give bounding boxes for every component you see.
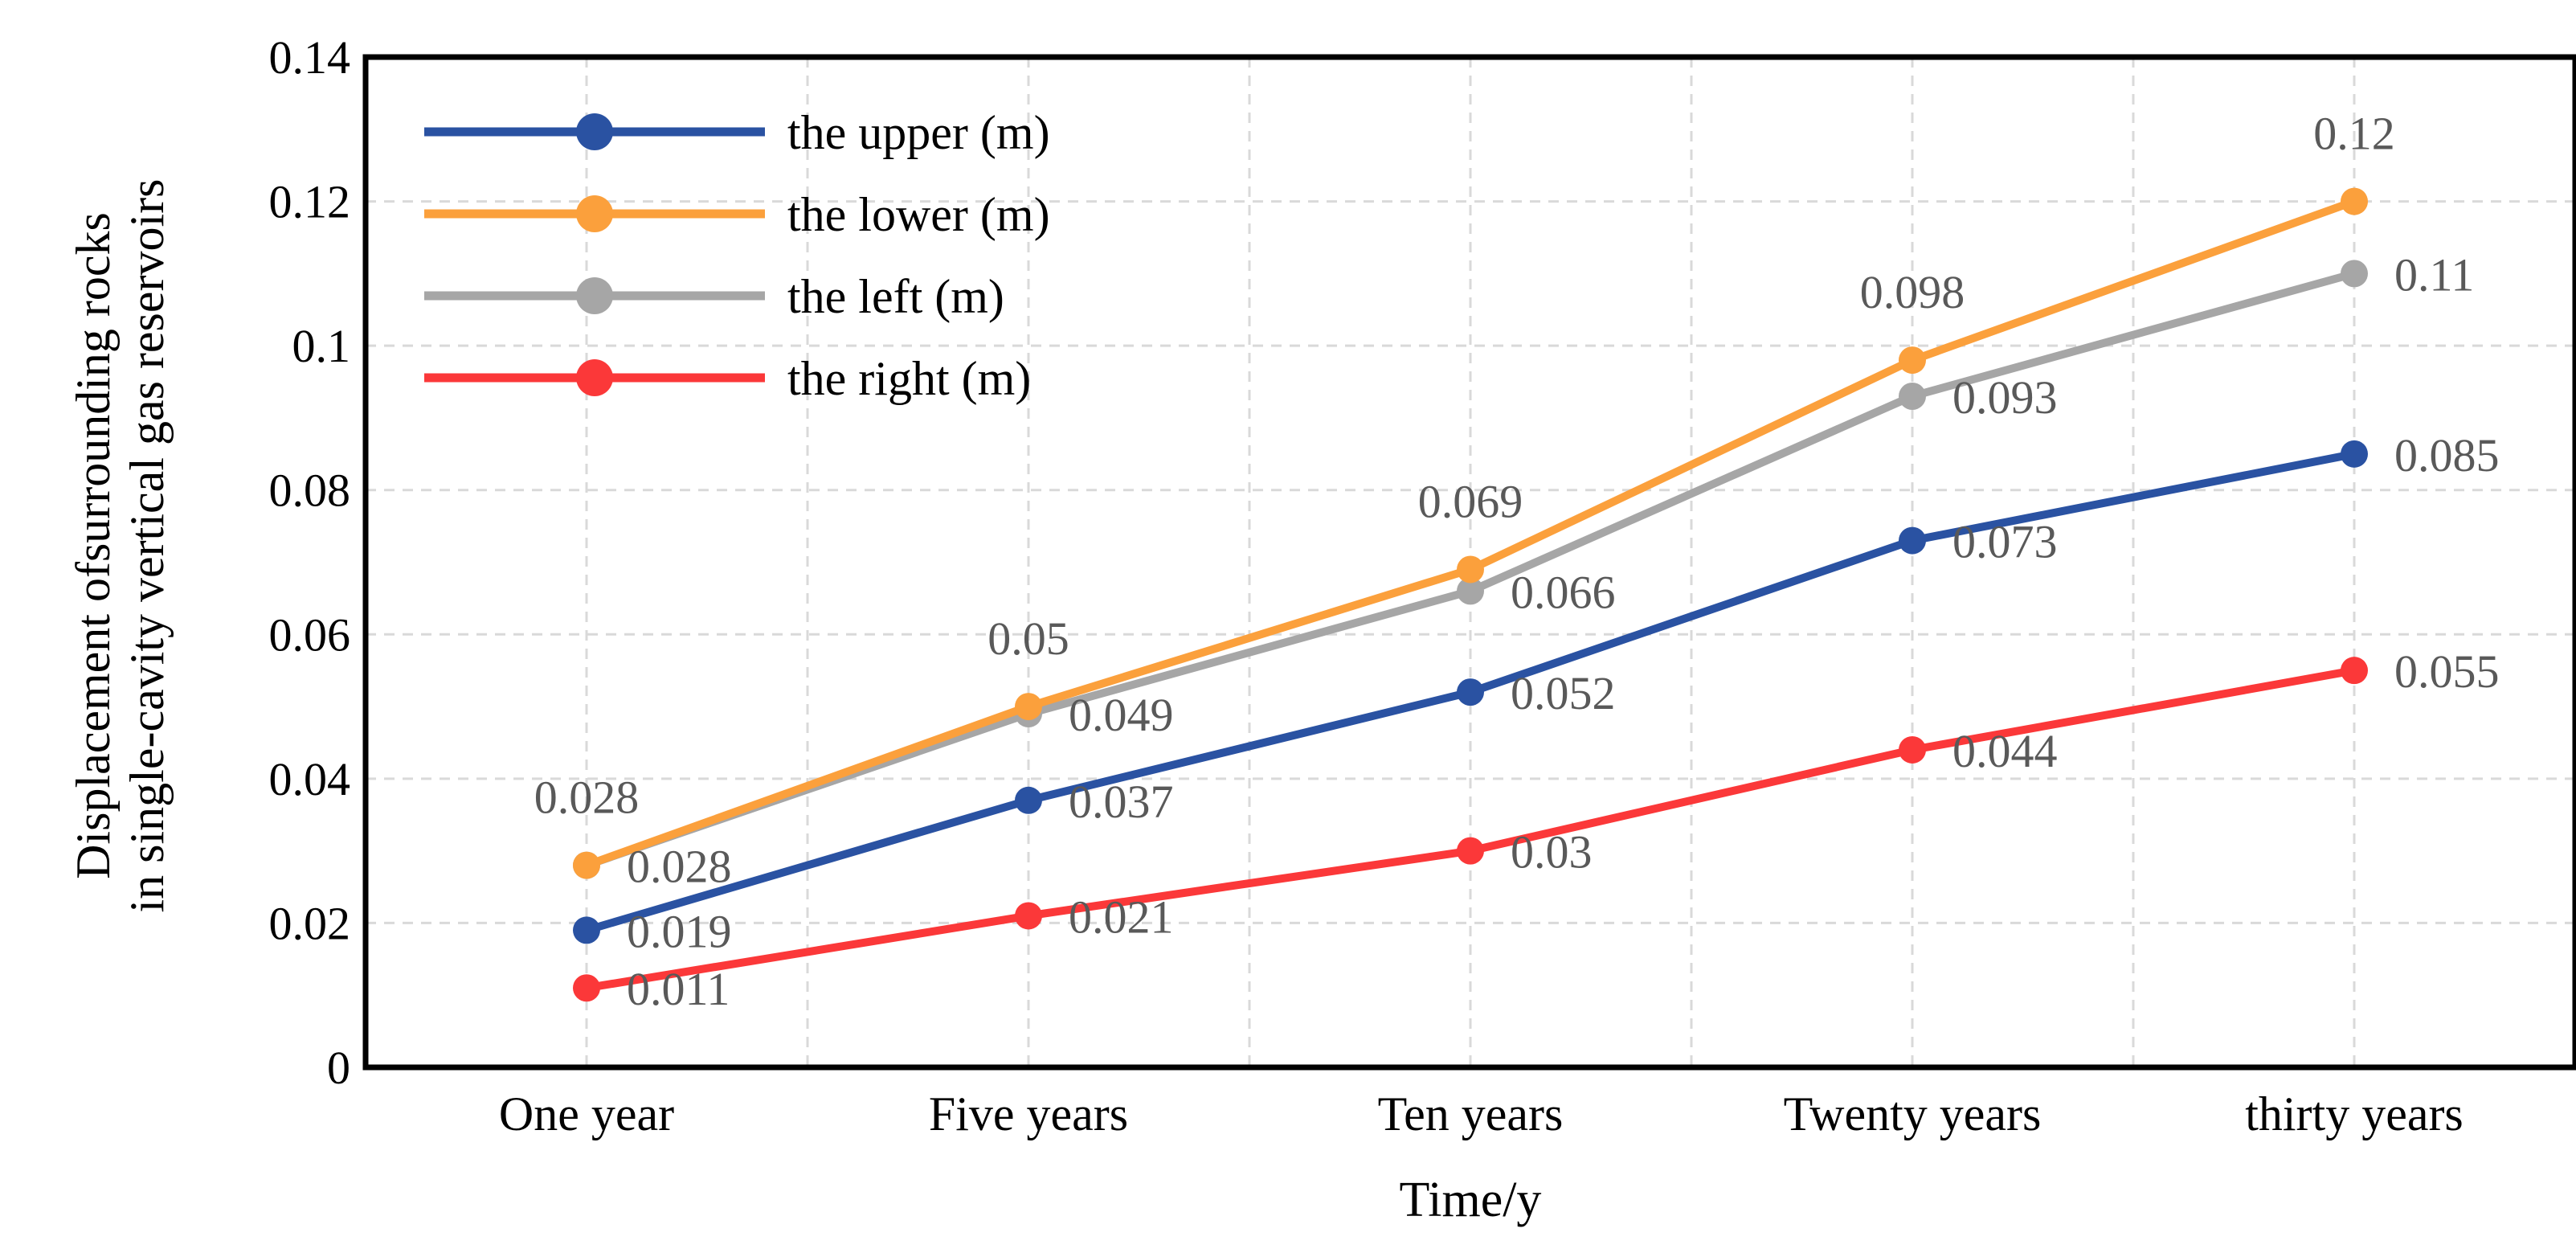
- data-label: 0.055: [2394, 645, 2500, 698]
- data-point: [573, 851, 600, 879]
- legend-swatch-marker: [576, 277, 613, 314]
- data-point: [1015, 786, 1042, 814]
- data-point: [1457, 555, 1484, 584]
- y-tick-label: 0.12: [269, 176, 351, 228]
- data-label: 0.12: [2313, 108, 2395, 160]
- x-category-label: Twenty years: [1784, 1087, 2042, 1140]
- data-label: 0.05: [987, 612, 1069, 665]
- data-label: 0.044: [1952, 725, 2058, 777]
- data-point: [1457, 577, 1484, 605]
- line-chart-canvas: 0.019 0.037 0.052 0.073 0.085 0.028 0.049 0.066…: [269, 31, 2576, 1140]
- y-axis-title-line1: Displacement ofsurrounding rocks: [66, 212, 120, 879]
- data-label: 0.073: [1952, 516, 2058, 568]
- plot-border: [362, 54, 2576, 1071]
- legend-label: the lower (m): [787, 188, 1050, 241]
- x-category-label: Five years: [929, 1087, 1128, 1140]
- data-label: 0.066: [1511, 566, 1616, 618]
- legend-label: the upper (m): [787, 106, 1050, 159]
- data-label: 0.049: [1069, 689, 1174, 741]
- data-point: [1899, 526, 1926, 555]
- data-point: [1457, 678, 1484, 706]
- data-label: 0.019: [627, 905, 732, 957]
- data-point: [573, 916, 600, 944]
- data-point: [2341, 440, 2368, 468]
- y-axis-title-line2: in single-cavity vertical gas reservoirs: [121, 178, 174, 913]
- data-label: 0.093: [1952, 371, 2058, 424]
- data-label: 0.037: [1069, 776, 1174, 828]
- y-tick-label: 0: [327, 1042, 350, 1094]
- legend-label: the left (m): [787, 270, 1004, 323]
- y-tick-label: 0.1: [292, 320, 351, 372]
- y-tick-label: 0.04: [269, 753, 351, 805]
- y-tick-label: 0.08: [269, 465, 351, 517]
- data-label: 0.11: [2394, 248, 2474, 301]
- x-category-label: One year: [499, 1087, 674, 1140]
- y-tick-label: 0.02: [269, 897, 351, 949]
- x-category-label: thirty years: [2245, 1087, 2464, 1140]
- data-point: [1899, 382, 1926, 410]
- data-point: [2341, 187, 2368, 215]
- data-label: 0.021: [1069, 891, 1174, 943]
- data-label: 0.03: [1511, 826, 1593, 878]
- data-label: 0.052: [1511, 667, 1616, 719]
- data-point: [1015, 693, 1042, 721]
- data-label: 0.011: [627, 963, 730, 1015]
- data-point: [573, 974, 600, 1002]
- data-label: 0.098: [1860, 266, 1965, 318]
- y-axis-title: Displacement ofsurrounding rocks in sing…: [60, 19, 181, 1072]
- data-label: 0.069: [1418, 475, 1523, 527]
- data-label: 0.085: [2394, 429, 2500, 481]
- data-point: [1899, 346, 1926, 375]
- data-label: 0.028: [627, 841, 732, 893]
- series-line-the-right-m-: [583, 666, 2358, 993]
- data-point: [2341, 657, 2368, 685]
- data-point: [1457, 837, 1484, 865]
- x-axis-title: Time/y: [1399, 1173, 1542, 1227]
- data-point: [2341, 260, 2368, 288]
- data-point: [1015, 902, 1042, 930]
- y-tick-label: 0.06: [269, 608, 351, 661]
- legend-swatch-marker: [576, 113, 613, 150]
- x-category-label: Ten years: [1378, 1087, 1564, 1140]
- data-point: [1899, 735, 1926, 764]
- y-tick-label: 0.14: [269, 31, 351, 84]
- displacement-line-chart: 0.019 0.037 0.052 0.073 0.085 0.028 0.049 0.066…: [32, 13, 2576, 1240]
- data-label: 0.028: [534, 772, 640, 824]
- legend-label: the right (m): [787, 352, 1031, 405]
- legend-swatch-marker: [576, 195, 613, 232]
- legend-swatch-marker: [576, 359, 613, 396]
